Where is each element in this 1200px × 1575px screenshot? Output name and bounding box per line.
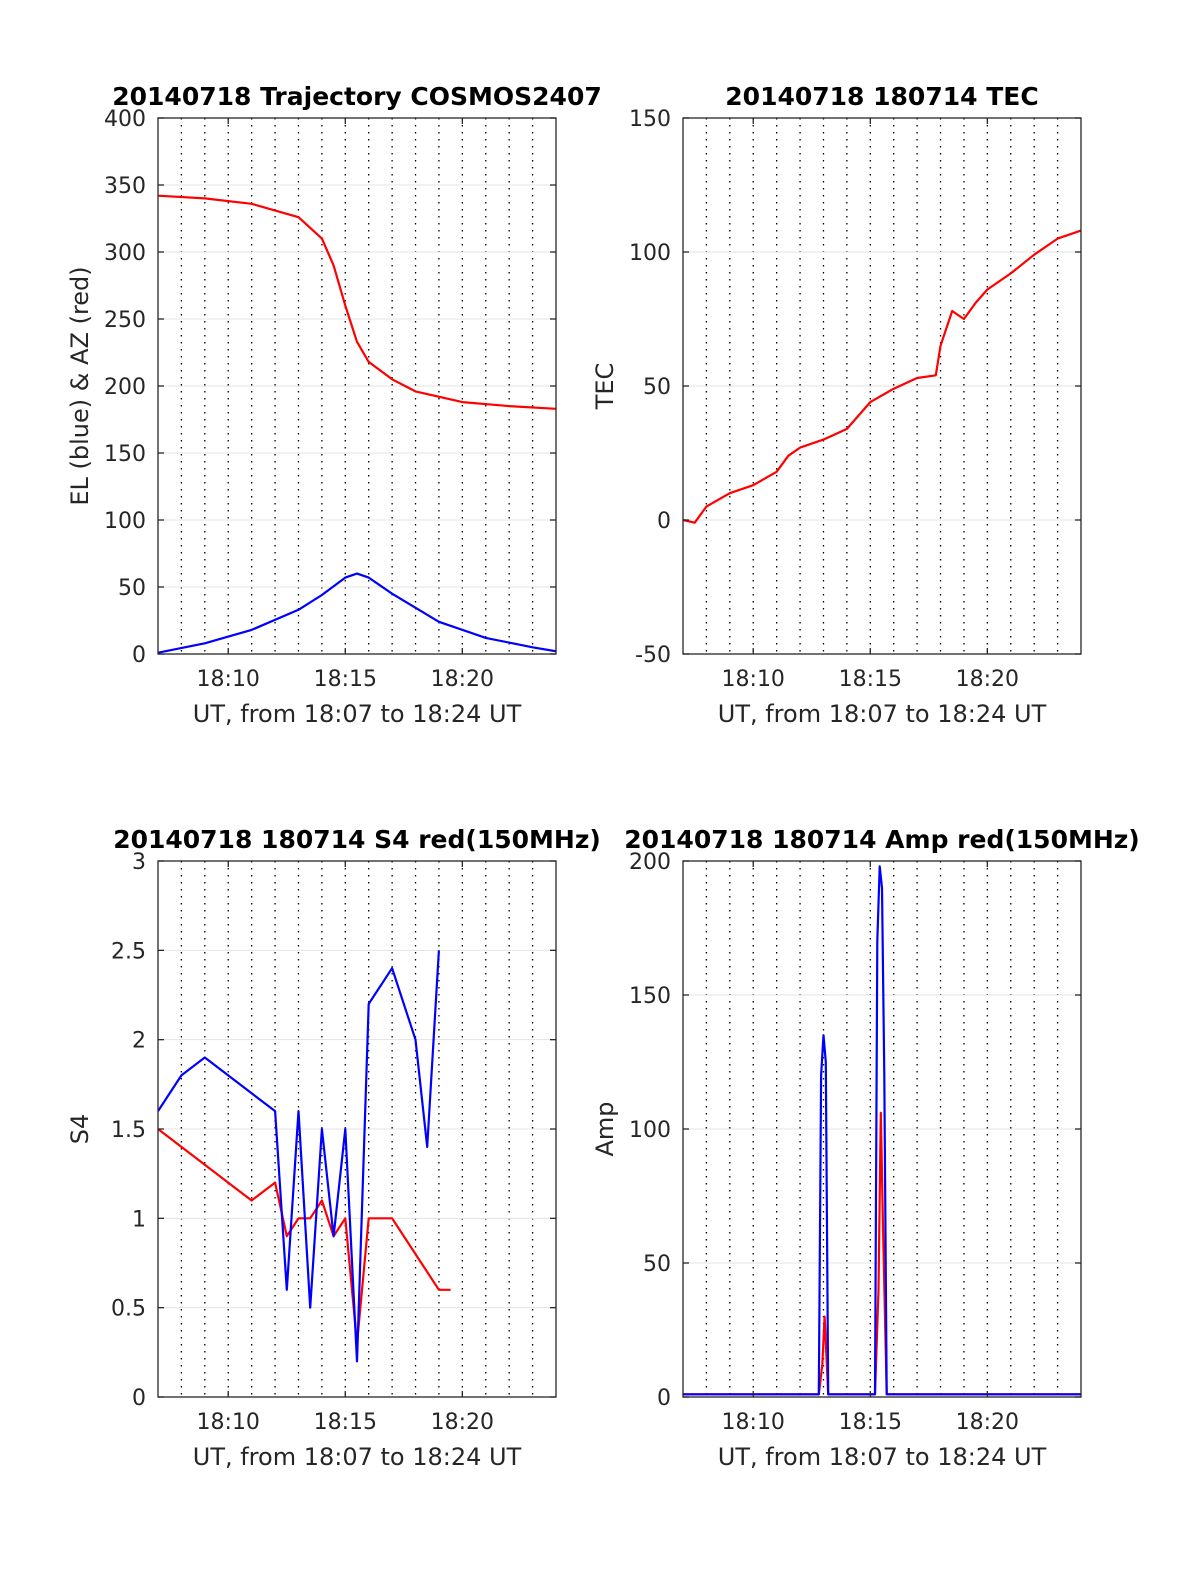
y-tick-label: 3 xyxy=(132,850,146,875)
y-tick-label: 200 xyxy=(629,850,671,875)
y-tick-label: 0 xyxy=(132,643,146,668)
subplot-2: -50 0 50 100 150 18:10 18:15 18:20 UT, from 18:0… xyxy=(591,82,1082,728)
chart-title: 20140718 180714 S4 red(150MHz) xyxy=(113,825,601,854)
x-tick-label: 18:15 xyxy=(314,667,377,692)
y-axis-label: EL (blue) & AZ (red) xyxy=(66,266,94,505)
y-tick-label: 100 xyxy=(629,241,671,266)
y-axis-label: TEC xyxy=(591,363,619,411)
y-tick-label: 300 xyxy=(104,241,146,266)
chart-title: 20140718 180714 Amp red(150MHz) xyxy=(624,825,1140,854)
y-tick-label: -50 xyxy=(635,643,671,668)
x-tick-label: 18:10 xyxy=(197,1410,260,1435)
x-axis-label: UT, from 18:07 to 18:24 UT xyxy=(718,1443,1047,1471)
y-tick-label: 0 xyxy=(657,1386,671,1411)
y-tick-label: 2.5 xyxy=(111,939,146,964)
y-tick-label: 0.5 xyxy=(111,1297,146,1322)
y-tick-label: 150 xyxy=(104,442,146,467)
y-tick-label: 350 xyxy=(104,174,146,199)
y-axis-label: S4 xyxy=(66,1114,94,1145)
subplot-3: 0 0.5 1 1.5 2 2.5 3 18:10 18:15 18:20 UT, from 18:… xyxy=(66,825,601,1471)
chart-title: 20140718 Trajectory COSMOS2407 xyxy=(112,82,602,111)
series-line-2 xyxy=(158,572,556,654)
y-tick-label: 50 xyxy=(118,576,146,601)
x-tick-label: 18:15 xyxy=(314,1410,377,1435)
x-axis-label: UT, from 18:07 to 18:24 UT xyxy=(718,700,1047,728)
chart-title: 20140718 180714 TEC xyxy=(725,82,1038,111)
x-tick-label: 18:15 xyxy=(839,667,902,692)
y-axis-label: Amp xyxy=(591,1101,619,1156)
y-tick-label: 2 xyxy=(132,1029,146,1054)
x-tick-label: 18:20 xyxy=(431,667,494,692)
series-line-2 xyxy=(683,865,1081,1396)
y-tick-label: 150 xyxy=(629,984,671,1009)
x-axis-label: UT, from 18:07 to 18:24 UT xyxy=(193,1443,522,1471)
y-tick-label: 1.5 xyxy=(111,1118,146,1143)
x-tick-label: 18:20 xyxy=(956,667,1019,692)
x-tick-label: 18:20 xyxy=(431,1410,494,1435)
y-tick-label: 200 xyxy=(104,375,146,400)
y-tick-label: 50 xyxy=(643,1252,671,1277)
series-line-1 xyxy=(158,194,556,410)
series-line-1 xyxy=(683,229,1081,524)
y-tick-label: 50 xyxy=(643,375,671,400)
subplot-4: 0 50 100 150 200 18:10 18:15 18:20 UT, from 18:0… xyxy=(591,825,1140,1471)
x-tick-label: 18:10 xyxy=(722,1410,785,1435)
x-axis-label: UT, from 18:07 to 18:24 UT xyxy=(193,700,522,728)
y-tick-label: 0 xyxy=(132,1386,146,1411)
y-tick-label: 100 xyxy=(629,1118,671,1143)
subplot-1: 0 50 100 150 200 250 300 350 400 18:10 18:15 18:20 U… xyxy=(66,82,602,728)
y-tick-label: 250 xyxy=(104,308,146,333)
y-tick-label: 0 xyxy=(657,509,671,534)
x-tick-label: 18:15 xyxy=(839,1410,902,1435)
y-tick-label: 1 xyxy=(132,1207,146,1232)
y-tick-label: 400 xyxy=(104,107,146,132)
x-tick-label: 18:10 xyxy=(722,667,785,692)
series-line-2 xyxy=(158,950,440,1363)
y-tick-label: 100 xyxy=(104,509,146,534)
x-tick-label: 18:10 xyxy=(197,667,260,692)
x-tick-label: 18:20 xyxy=(956,1410,1019,1435)
y-tick-label: 150 xyxy=(629,107,671,132)
